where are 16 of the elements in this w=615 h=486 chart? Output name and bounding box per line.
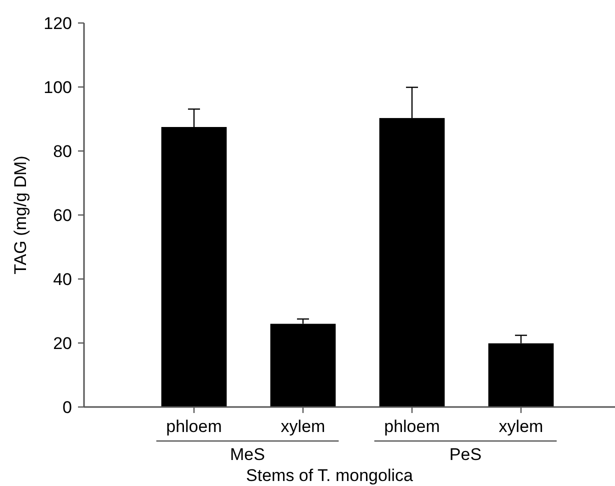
x-tick-label: phloem [166, 417, 222, 436]
x-tick-label: xylem [280, 417, 326, 436]
y-tick-label: 100 [44, 78, 72, 97]
x-tick-label: xylem [498, 417, 544, 436]
text: MeS [230, 445, 265, 464]
text: PeS [449, 445, 482, 464]
bar [270, 324, 336, 407]
y-tick-label: 20 [53, 334, 72, 353]
y-tick-label: 60 [53, 206, 72, 225]
y-tick-label: 80 [53, 142, 72, 161]
y-tick-label: 0 [62, 398, 72, 417]
y-tick-label: 40 [53, 270, 72, 289]
y-axis-title: TAG (mg/g DM) [11, 156, 30, 274]
y-tick-label: 120 [44, 14, 72, 33]
x-axis-title: Stems of T. mongolica [246, 466, 414, 485]
x-tick-label: phloem [384, 417, 440, 436]
